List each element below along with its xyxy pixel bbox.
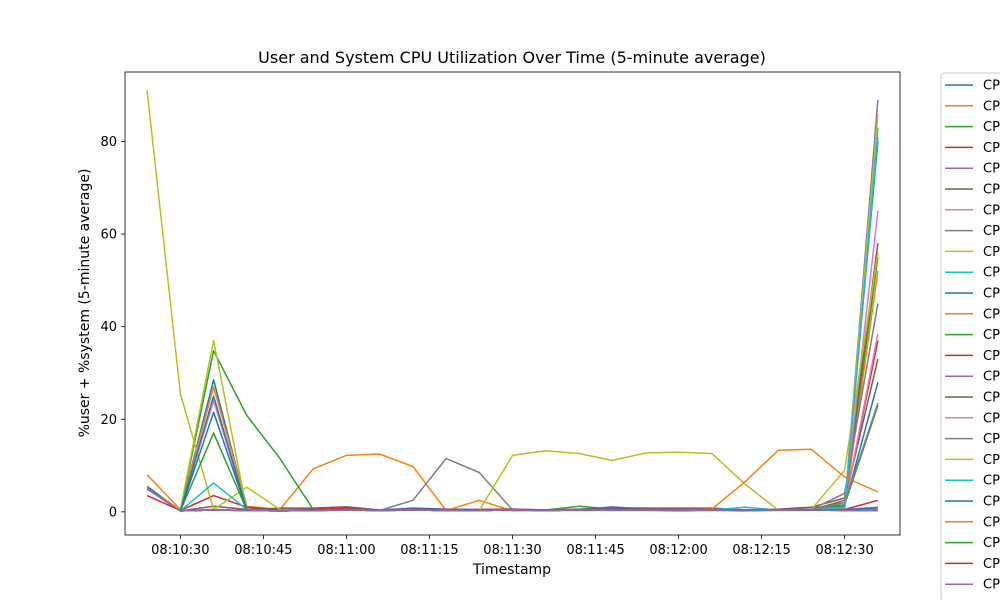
series-line-16 bbox=[146, 358, 879, 512]
y-tick-label: 40 bbox=[100, 320, 117, 335]
x-tick-label: 08:10:30 bbox=[151, 543, 209, 558]
legend-label: CP bbox=[983, 557, 1000, 572]
y-tick-label: 20 bbox=[100, 413, 117, 428]
series-line-6 bbox=[146, 243, 879, 512]
x-tick-label: 08:12:30 bbox=[815, 543, 873, 558]
legend-label: CP bbox=[983, 536, 1000, 551]
series-line-17 bbox=[146, 333, 879, 512]
legend-label: CP bbox=[983, 287, 1000, 302]
x-tick-label: 08:10:45 bbox=[234, 543, 292, 558]
legend-box bbox=[940, 72, 1000, 600]
x-axis-label: Timestamp bbox=[472, 562, 551, 578]
x-tick-label: 08:12:00 bbox=[649, 543, 707, 558]
legend-label: CP bbox=[983, 578, 1000, 593]
legend: CP CP CP CP CP CP CP CP CP CP CP CP CP CP CP CP CP CP CP CP… bbox=[940, 72, 1000, 600]
series-line-7 bbox=[146, 210, 879, 512]
legend-label: CP bbox=[983, 203, 1000, 218]
series-line-11 bbox=[146, 382, 879, 512]
series-line-5 bbox=[146, 99, 879, 512]
legend-label: CP bbox=[983, 162, 1000, 177]
legend-label: CP bbox=[983, 245, 1000, 260]
legend-label: CP bbox=[983, 495, 1000, 510]
legend-label: CP bbox=[983, 183, 1000, 198]
series-line-3 bbox=[146, 257, 879, 512]
legend-label: CP bbox=[983, 370, 1000, 385]
y-axis-label: %user + %system (5-minute average) bbox=[77, 169, 93, 438]
series-line-8 bbox=[146, 303, 879, 512]
x-tick-label: 08:11:45 bbox=[566, 543, 624, 558]
x-tick-label: 08:11:30 bbox=[483, 543, 541, 558]
x-tick-label: 08:12:15 bbox=[732, 543, 790, 558]
axes-frame bbox=[124, 71, 901, 536]
legend-label: CP bbox=[983, 266, 1000, 281]
series-line-25 bbox=[146, 488, 878, 512]
legend-label: CP bbox=[983, 120, 1000, 135]
legend-label: CP bbox=[983, 224, 1000, 239]
series-line-13 bbox=[146, 405, 879, 512]
series-lines bbox=[146, 90, 879, 512]
chart-title: User and System CPU Utilization Over Tim… bbox=[258, 48, 766, 67]
plot-area: 08:10:30 08:10:45 08:11:00 08:11:15 08:11:30… bbox=[100, 71, 901, 558]
series-line-2 bbox=[146, 270, 879, 512]
legend-label: CP bbox=[983, 307, 1000, 322]
legend-label: CP bbox=[983, 99, 1000, 114]
x-tick-label: 08:11:00 bbox=[317, 543, 375, 558]
legend-label: CP bbox=[983, 453, 1000, 468]
legend-label: CP bbox=[983, 141, 1000, 156]
y-tick-label: 0 bbox=[109, 505, 117, 520]
y-tick-label: 60 bbox=[100, 228, 117, 243]
series-line-10 bbox=[146, 127, 879, 512]
legend-label: CP bbox=[983, 432, 1000, 447]
legend-label: CP bbox=[983, 474, 1000, 489]
legend-label: CP bbox=[983, 349, 1000, 364]
series-line-19 bbox=[146, 113, 879, 512]
legend-label: CP bbox=[983, 411, 1000, 426]
series-line-4 bbox=[146, 340, 879, 512]
legend-label: CP bbox=[983, 79, 1000, 94]
y-tick-label: 80 bbox=[100, 135, 117, 150]
legend-label: CP bbox=[983, 391, 1000, 406]
legend-label: CP bbox=[983, 515, 1000, 530]
x-tick-label: 08:11:15 bbox=[400, 543, 458, 558]
legend-label: CP bbox=[983, 328, 1000, 343]
series-line-9 bbox=[146, 90, 879, 512]
